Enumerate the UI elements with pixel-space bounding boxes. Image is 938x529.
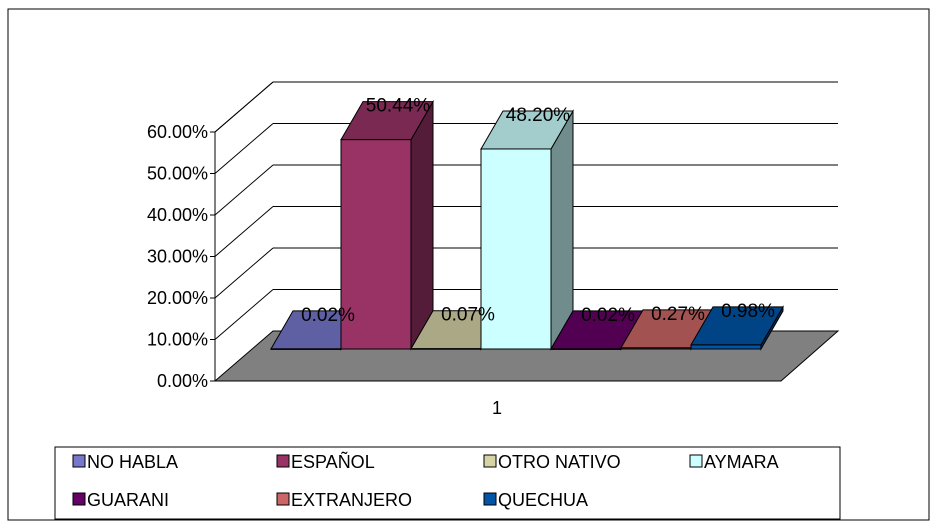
legend-label: GUARANI [87,490,169,510]
bar-espa-ol [340,99,434,351]
data-label: 0.98% [721,301,775,322]
legend-label: ESPAÑOL [291,451,375,472]
legend [54,446,841,520]
legend-item: NO HABLA [72,452,178,472]
bar-front [480,148,552,350]
side-gridline [214,247,274,299]
bar-front [550,348,622,350]
legend-item: ESPAÑOL [276,451,375,472]
legend-items: NO HABLA ESPAÑOL OTRO NATIVO AYMARA GUARANI E… [72,451,779,510]
side-gridline [214,206,274,257]
legend-swatch [483,454,497,468]
bar-side [410,99,434,351]
y-tick-label: 0.00% [157,371,208,391]
bar-front [690,344,762,350]
legend-label: NO HABLA [87,452,178,472]
bars [270,99,784,351]
chart-frame [7,8,930,521]
data-label: 0.27% [651,304,705,325]
x-tick-label: 1 [492,398,502,418]
data-label: 0.02% [581,305,635,326]
legend-item: AYMARA [689,452,779,472]
y-tick-label: 10.00% [147,330,208,350]
y-tick-label: 20.00% [147,288,208,308]
y-tick-label: 50.00% [147,164,208,184]
bar-front [340,139,412,350]
legend-label: QUECHUA [498,490,588,510]
bar-front [620,347,692,350]
data-label: 50.44% [366,96,431,117]
legend-item: EXTRANJERO [276,490,412,510]
side-gridline [214,164,274,216]
legend-item: GUARANI [72,490,169,510]
legend-item: QUECHUA [483,490,588,510]
legend-swatch [689,454,703,468]
legend-swatch [72,492,86,506]
legend-swatch [483,492,497,506]
bar-front [270,348,342,350]
bar-quechua [690,305,784,351]
legend-swatch [72,454,86,468]
bar-side [550,109,574,351]
data-label: 0.02% [301,305,355,326]
data-label: 0.07% [441,305,495,326]
y-tick-label: 60.00% [147,122,208,142]
side-gridline [214,289,274,340]
legend-label: EXTRANJERO [291,490,412,510]
y-tick-label: 30.00% [147,247,208,267]
legend-swatch [276,454,290,468]
legend-label: OTRO NATIVO [498,452,621,472]
bar-front [410,348,482,350]
side-gridline [214,123,274,174]
side-gridline [214,81,274,133]
y-tick-label: 40.00% [147,205,208,225]
y-axis-ticks: 0.00% 10.00% 20.00% 30.00% 40.00% 50.00% 60.00… [147,122,215,391]
data-labels: 0.02% 50.44% 0.07% 48.20% 0.02% 0.27% 0.98% [301,96,775,326]
legend-label: AYMARA [704,452,779,472]
data-label: 48.20% [506,105,571,126]
legend-item: OTRO NATIVO [483,452,621,472]
legend-swatch [276,492,290,506]
bar-aymara [480,109,574,351]
